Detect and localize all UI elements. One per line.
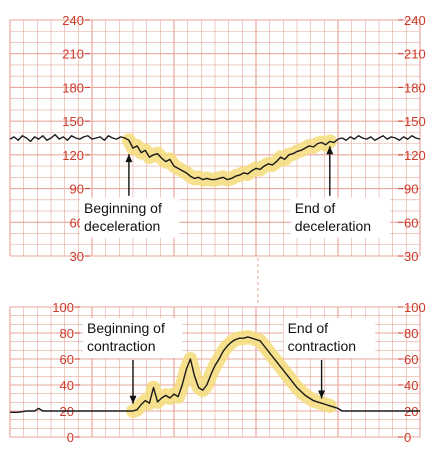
annotation-text: contraction — [288, 338, 356, 354]
y-tick-label-right: 90 — [404, 182, 418, 197]
y-tick-label-left: 120 — [62, 148, 84, 163]
y-tick-label-left: 0 — [67, 430, 74, 445]
y-tick-label-right: 210 — [404, 47, 426, 62]
annotation-arrowhead — [326, 146, 334, 155]
y-tick-label-right: 240 — [404, 13, 426, 28]
y-tick-label-right: 150 — [404, 114, 426, 129]
y-tick-label-right: 120 — [404, 148, 426, 163]
y-tick-label-right: 100 — [404, 300, 426, 315]
annotation-box — [283, 318, 376, 358]
y-tick-label-left: 30 — [70, 249, 84, 264]
annotation-text: Beginning of — [87, 320, 165, 336]
y-tick-label-left: 210 — [62, 47, 84, 62]
y-tick-label-left: 180 — [62, 80, 84, 95]
y-tick-label-left: 240 — [62, 13, 84, 28]
annotation-text: End of — [295, 200, 336, 216]
y-tick-label-left: 80 — [60, 326, 74, 341]
y-tick-label-right: 30 — [404, 249, 418, 264]
y-tick-label-right: 40 — [404, 378, 418, 393]
annotation-text: contraction — [87, 338, 155, 354]
series-line — [9, 133, 421, 181]
annotation-text: deceleration — [84, 218, 160, 234]
annotation-arrowhead — [125, 154, 133, 163]
y-tick-label-left: 60 — [60, 352, 74, 367]
annotation-text: End of — [288, 320, 329, 336]
series-line — [10, 336, 420, 413]
annotation-box — [80, 197, 180, 238]
y-tick-label-right: 180 — [404, 80, 426, 95]
annotation-arrowhead — [129, 395, 137, 404]
y-tick-label-left: 150 — [62, 114, 84, 129]
annotation-text: Beginning of — [84, 200, 162, 216]
y-tick-label-right: 60 — [404, 352, 418, 367]
annotation-box — [290, 197, 390, 238]
highlight-band — [121, 133, 337, 187]
annotation-text: deceleration — [295, 218, 371, 234]
y-tick-label-left: 90 — [70, 182, 84, 197]
annotation-box — [83, 318, 183, 358]
annotation-arrowhead — [318, 390, 326, 399]
y-tick-label-right: 80 — [404, 326, 418, 341]
y-tick-label-right: 0 — [404, 430, 411, 445]
y-tick-label-right: 60 — [404, 215, 418, 230]
y-tick-label-left: 40 — [60, 378, 74, 393]
y-tick-label-left: 100 — [52, 300, 74, 315]
